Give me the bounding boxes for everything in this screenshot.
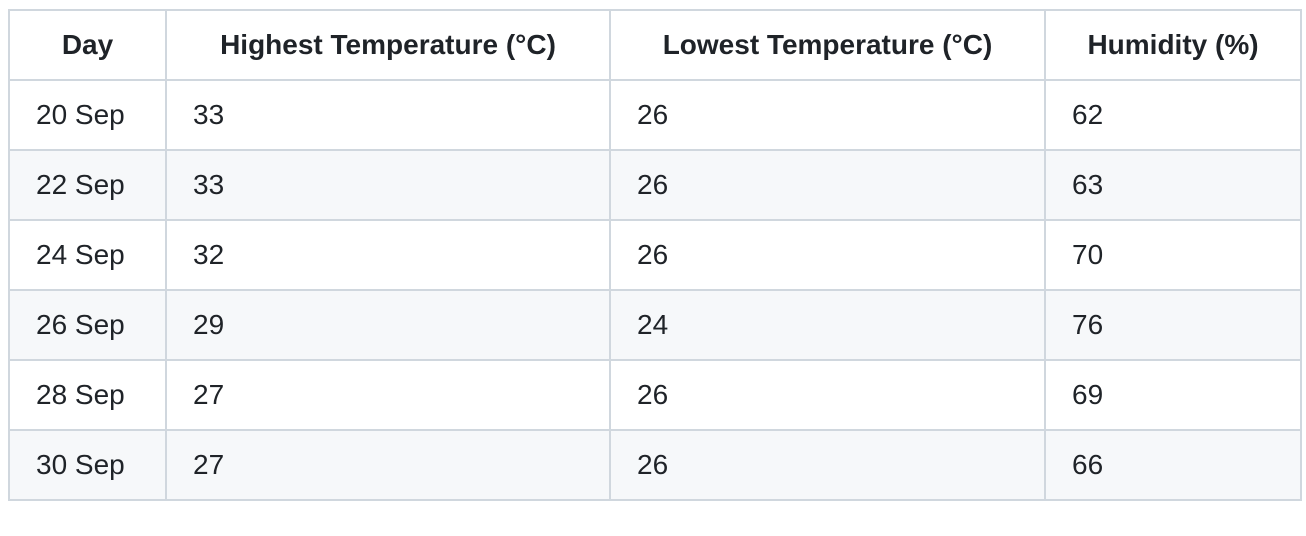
table-cell: 26 — [609, 429, 1046, 501]
table-row: 20 Sep 33 26 62 — [8, 79, 1302, 151]
table-row: 24 Sep 32 26 70 — [8, 219, 1302, 291]
table-cell: 26 — [609, 359, 1046, 431]
table-cell: 33 — [165, 79, 611, 151]
table-cell: 76 — [1044, 289, 1302, 361]
table-container: Day Highest Temperature (°C) Lowest Temper… — [8, 9, 1302, 501]
table-cell: 70 — [1044, 219, 1302, 291]
table-cell: 22 Sep — [8, 149, 167, 221]
table-cell: 32 — [165, 219, 611, 291]
header-cell: Lowest Temperature (°C) — [609, 9, 1046, 81]
table-cell: 27 — [165, 429, 611, 501]
table-cell: 28 Sep — [8, 359, 167, 431]
header-cell: Humidity (%) — [1044, 9, 1302, 81]
header-cell: Highest Temperature (°C) — [165, 9, 611, 81]
table-cell: 69 — [1044, 359, 1302, 431]
table-cell: 24 Sep — [8, 219, 167, 291]
table-cell: 29 — [165, 289, 611, 361]
table-row: 28 Sep 27 26 69 — [8, 359, 1302, 431]
table-cell: 30 Sep — [8, 429, 167, 501]
table-cell: 33 — [165, 149, 611, 221]
table-row: 30 Sep 27 26 66 — [8, 429, 1302, 501]
table-cell: 66 — [1044, 429, 1302, 501]
table-cell: 63 — [1044, 149, 1302, 221]
table-cell: 20 Sep — [8, 79, 167, 151]
table-cell: 27 — [165, 359, 611, 431]
header-cell: Day — [8, 9, 167, 81]
table-body: 20 Sep 33 26 62 22 Sep 33 26 63 24 Sep 32 26 70 26 S… — [8, 79, 1302, 501]
table-cell: 26 — [609, 79, 1046, 151]
header-row: Day Highest Temperature (°C) Lowest Temper… — [8, 9, 1302, 81]
table-cell: 26 Sep — [8, 289, 167, 361]
table-cell: 62 — [1044, 79, 1302, 151]
weather-table: Day Highest Temperature (°C) Lowest Temper… — [8, 9, 1302, 501]
table-cell: 24 — [609, 289, 1046, 361]
table-cell: 26 — [609, 219, 1046, 291]
table-row: 26 Sep 29 24 76 — [8, 289, 1302, 361]
table-cell: 26 — [609, 149, 1046, 221]
table-row: 22 Sep 33 26 63 — [8, 149, 1302, 221]
